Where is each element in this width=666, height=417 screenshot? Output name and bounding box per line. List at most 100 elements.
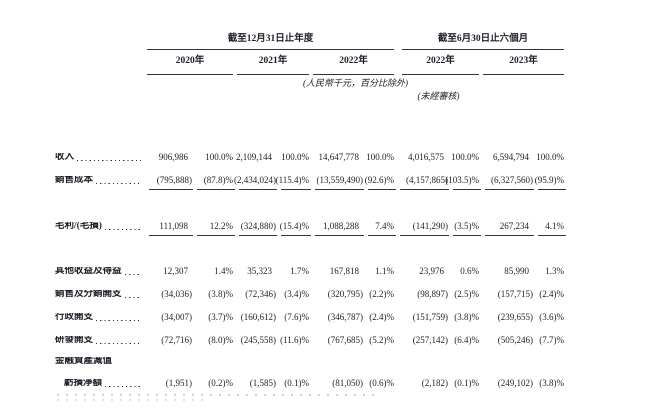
table-row: 行政開支 (34,007) (3.7)% (160,612) (7.6)% (346,78… — [55, 306, 566, 329]
value-cell: (245,558) — [240, 335, 276, 345]
percent-cell: (3.8)% — [454, 312, 479, 322]
percent-cell: 100.0% — [536, 152, 564, 162]
percent-cell: (87.8)% — [197, 172, 235, 190]
value-cell: (767,685) — [327, 335, 363, 345]
currency-unit-note: (人民幣千元，百分比除外) — [303, 78, 408, 88]
dot-leader — [96, 342, 142, 345]
row-label-text: 銷售成本 — [55, 175, 94, 185]
percent-cell: (0.2)% — [208, 378, 233, 388]
value-cell: 2,109,144 — [236, 152, 272, 162]
percent-cell: (3.8)% — [539, 378, 564, 388]
percent-cell: 1.1% — [375, 266, 394, 276]
year-label: 2020年 — [175, 56, 205, 67]
value-cell: (6,327,560) — [485, 172, 534, 190]
unaudited-note: (未經審核) — [417, 91, 460, 101]
percent-cell — [277, 352, 311, 372]
value-cell: (505,246) — [497, 335, 533, 345]
column-year-2022-interim: 2022年 — [402, 50, 479, 75]
table-header: 截至12月31日止年度 截至6月30日止六個月 2020年 2021年 2022… — [55, 28, 566, 101]
value-cell: (795,888) — [149, 172, 193, 190]
row-label-text: 其他收益及得益 — [55, 266, 122, 276]
percent-cell: (6.4)% — [454, 335, 479, 345]
value-cell: (1,951) — [165, 378, 192, 388]
value-cell: (320,795) — [327, 289, 363, 299]
row-label: 金融資產減值 — [55, 357, 145, 367]
percent-cell: 12.2% — [197, 218, 235, 236]
percent-cell: (5.2)% — [369, 335, 394, 345]
period-group-annual: 截至12月31日止年度 — [147, 28, 394, 50]
dot-leader — [96, 182, 142, 185]
table-row: 銷售及分銷開支 (34,036) (3.8)% (72,346) (3.4)% (320,… — [55, 283, 566, 306]
percent-cell: 100.0% — [451, 152, 479, 162]
percent-cell: (3.6)% — [539, 312, 564, 322]
row-label-text: 金融資產減值 — [55, 357, 113, 367]
row-spacer — [55, 192, 566, 215]
value-cell: 14,647,778 — [318, 152, 360, 162]
percent-cell: 100.0% — [366, 152, 394, 162]
row-label: 毛利/(毛損) — [55, 222, 145, 232]
percent-cell: (0.6)% — [369, 378, 394, 388]
value-cell: 4,016,575 — [408, 152, 444, 162]
percent-cell — [449, 352, 481, 372]
value-cell: (151,759) — [412, 312, 448, 322]
value-cell: 35,323 — [247, 266, 272, 276]
year-label: 2022年 — [339, 56, 368, 67]
percent-cell: 100.0% — [205, 152, 233, 162]
percent-cell: 4.1% — [538, 218, 566, 236]
row-label-text: 行政開支 — [55, 312, 94, 322]
value-cell: (257,142) — [412, 335, 448, 345]
dot-leader — [77, 159, 142, 162]
value-cell: (81,050) — [332, 378, 363, 388]
row-label: 虧損淨額 — [55, 379, 145, 389]
percent-cell: 1.4% — [214, 266, 233, 276]
value-cell: (34,036) — [161, 289, 192, 299]
percent-cell: (2.5)% — [454, 289, 479, 299]
percent-cell: 100.0% — [281, 152, 309, 162]
row-label-text: 收入 — [55, 152, 75, 162]
percent-cell: (3.7)% — [208, 312, 233, 322]
value-cell: (141,290) — [400, 218, 449, 236]
value-cell: 85,990 — [504, 266, 529, 276]
percent-cell: (103.5)% — [445, 172, 481, 190]
value-cell: (13,559,490) — [315, 172, 364, 190]
row-label-text: 虧損淨額 — [64, 378, 103, 388]
table-row: 銷售成本 (795,888) (87.8)% (2,434,024) (115.4)%(… — [55, 169, 566, 192]
value-cell: 12,307 — [163, 266, 188, 276]
column-year-2020: 2020年 — [147, 50, 233, 75]
percent-cell: (7.6)% — [284, 312, 309, 322]
row-label-text: 銷售及分銷開支 — [55, 289, 122, 299]
dot-leader — [105, 385, 142, 388]
value-cell: (34,007) — [161, 312, 192, 322]
percent-cell — [534, 352, 566, 372]
row-label-text: 毛利/(毛損) — [55, 221, 102, 231]
percent-cell: (0.1)% — [284, 378, 309, 388]
value-cell: (72,716) — [161, 335, 192, 345]
value-cell: (1,585) — [249, 378, 276, 388]
table-row: 研發開支 (72,716) (8.0)% (245,558) (11.6)% (767,6… — [55, 329, 566, 352]
percent-cell — [193, 352, 235, 372]
row-label: 其他收益及得益 — [55, 267, 145, 277]
value-cell: (157,715) — [497, 289, 533, 299]
period-group-interim: 截至6月30日止六個月 — [402, 28, 564, 50]
row-label: 銷售及分銷開支 — [55, 290, 145, 300]
dot-leader — [124, 273, 142, 276]
value-cell — [481, 352, 534, 372]
table-row: 虧損淨額 (1,951) (0.2)% (1,585) (0.1)% (81,050) (0… — [55, 372, 566, 395]
year-label: 2023年 — [509, 56, 538, 67]
value-cell: (72,346) — [245, 289, 276, 299]
percent-cell: (0.1)% — [454, 378, 479, 388]
percent-cell: (3.5)% — [453, 218, 481, 236]
percent-cell — [364, 352, 396, 372]
row-spacer — [55, 238, 566, 260]
year-label: 2021年 — [258, 56, 288, 67]
value-cell: 111,098 — [149, 218, 193, 236]
percent-cell: (3.8)% — [208, 289, 233, 299]
value-cell: 6,594,794 — [493, 152, 529, 162]
financial-summary-table: 截至12月31日止年度 截至6月30日止六個月 2020年 2021年 2022… — [55, 28, 566, 395]
value-cell: 23,976 — [419, 266, 444, 276]
table-rows: 收入 906,986 100.0% 2,109,144 100.0% 14,647,778… — [55, 146, 566, 395]
percent-cell: 1.7% — [290, 266, 309, 276]
value-cell: (346,787) — [327, 312, 363, 322]
value-cell: (2,434,024) — [234, 172, 277, 190]
percent-cell: 0.6% — [460, 266, 479, 276]
